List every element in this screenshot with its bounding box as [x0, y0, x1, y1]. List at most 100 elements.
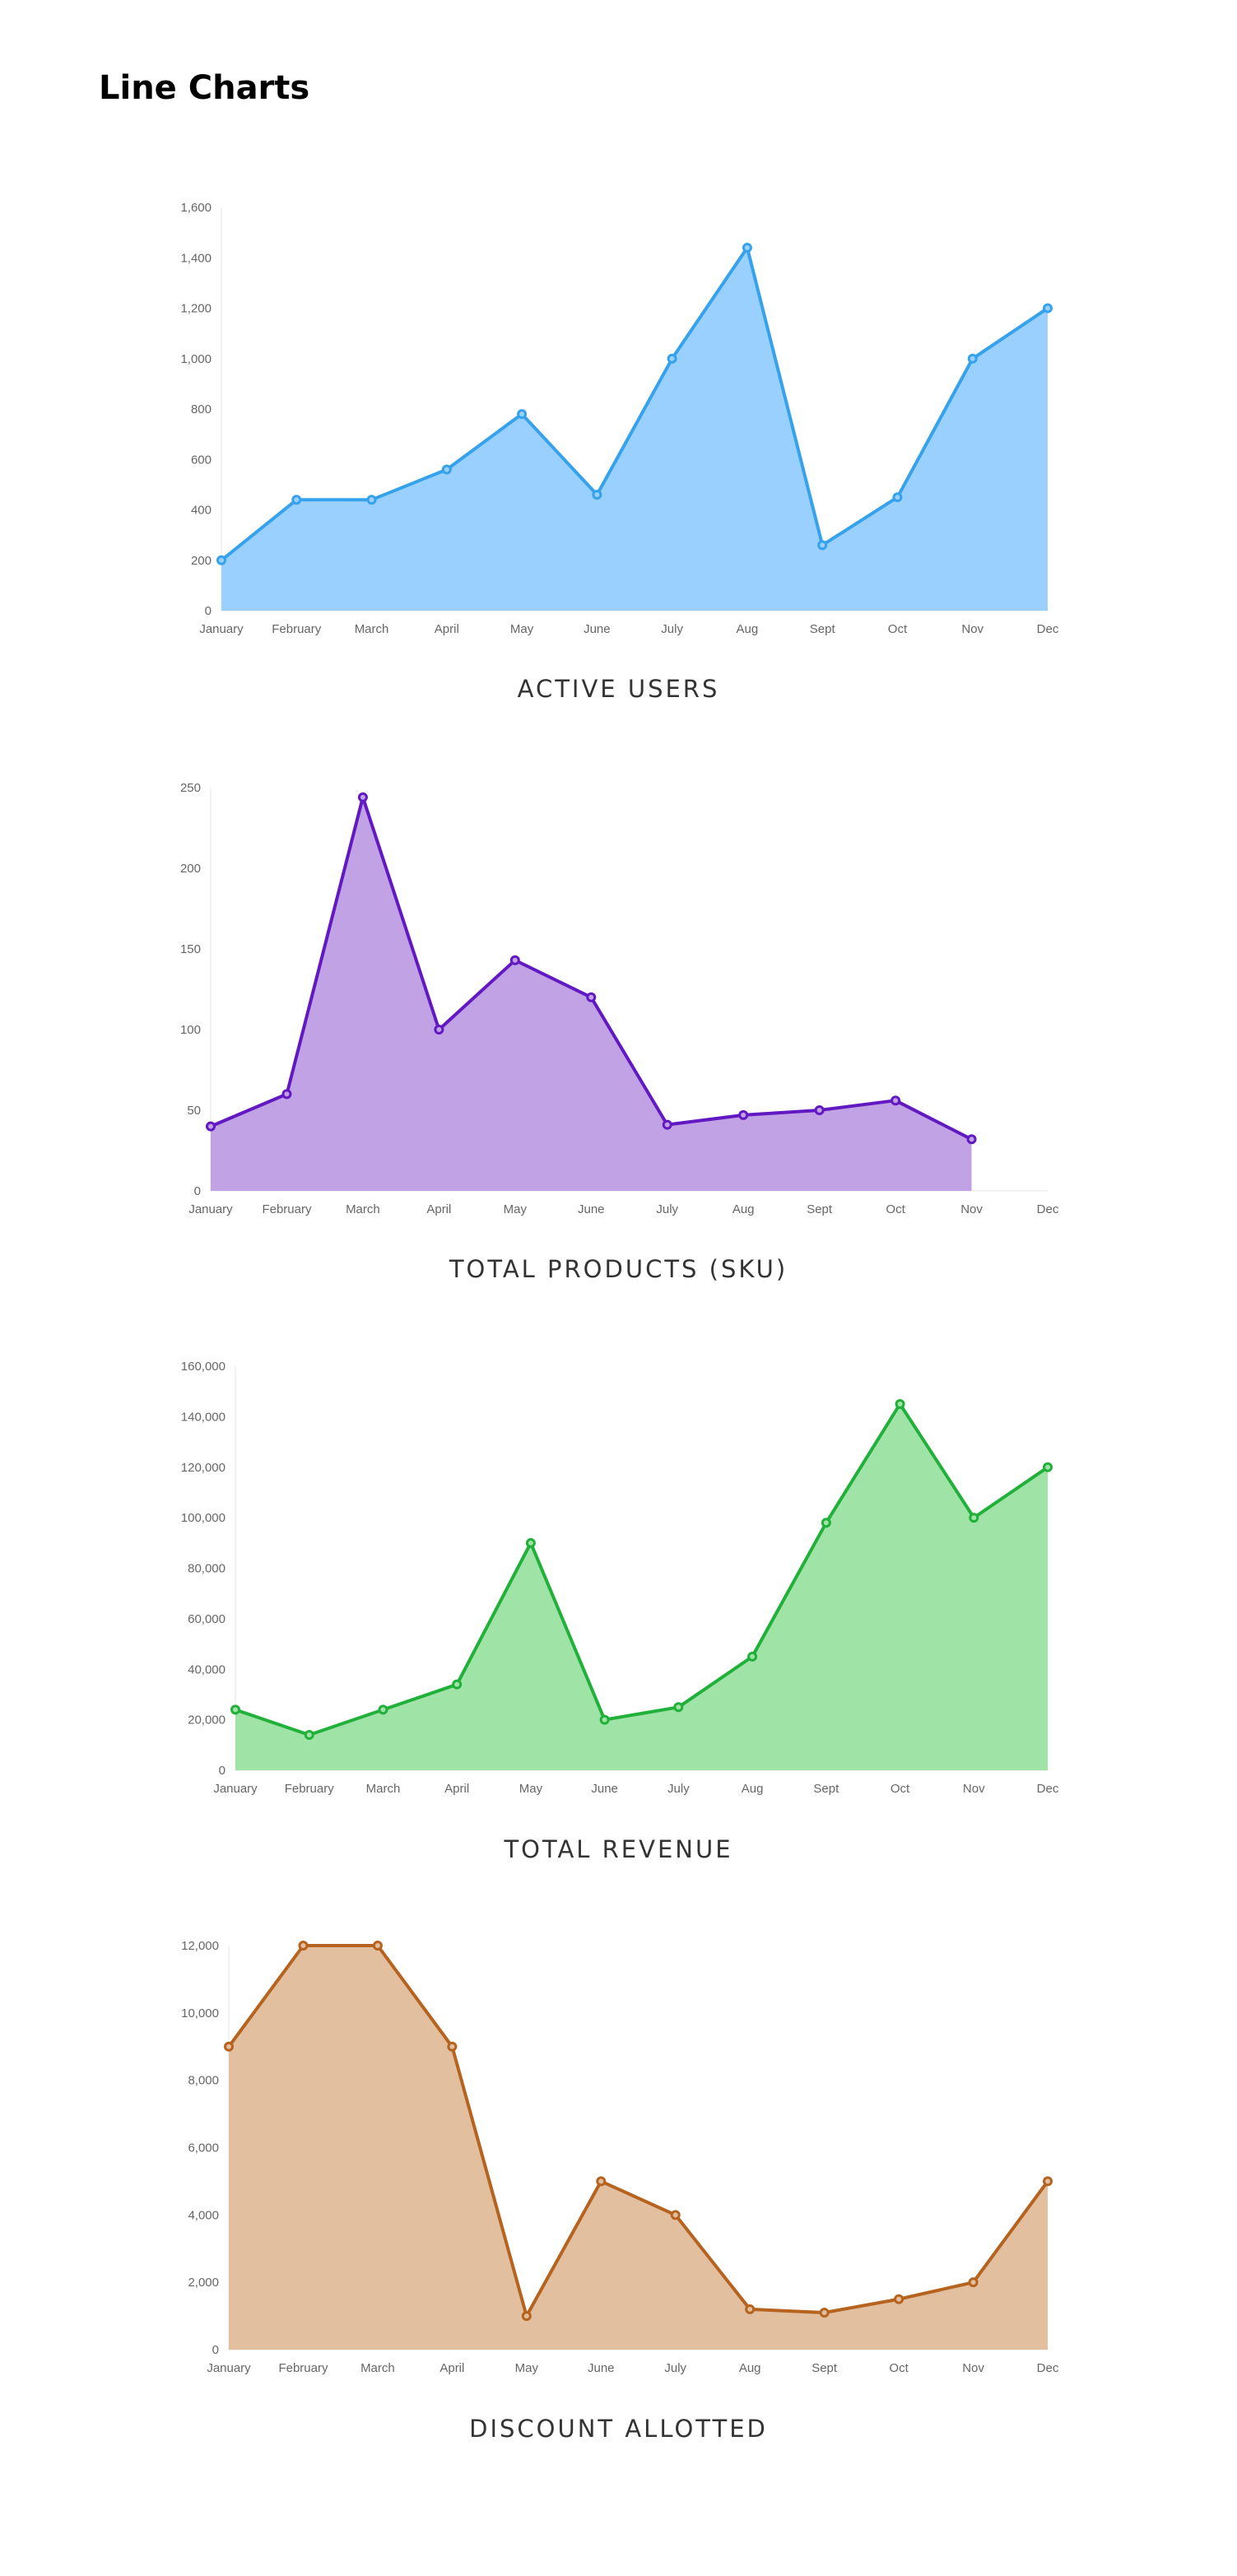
data-point: [298, 1941, 309, 1951]
data-point: [745, 2304, 756, 2314]
x-tick-label: Sept: [807, 1202, 833, 1216]
chart-title: ACTIVE USERS: [517, 675, 720, 703]
y-tick-label: 600: [191, 453, 212, 467]
x-tick-label: Aug: [742, 1782, 764, 1796]
data-point: [814, 1105, 825, 1115]
chart-discount-allotted: 0 2,000 4,000 6,000 8,000 10,000 12,000 January…: [0, 1927, 1237, 2454]
x-tick-label: Sept: [810, 622, 836, 636]
x-tick-label: Aug: [732, 1202, 755, 1216]
y-tick-label: 0: [212, 2343, 219, 2357]
x-tick-label: April: [444, 1782, 469, 1796]
data-point: [447, 2041, 458, 2052]
data-point: [224, 2041, 234, 2052]
x-tick-label: Dec: [1037, 622, 1059, 636]
chart-total-revenue-svg: 0 20,000 40,000 60,000 80,000 100,000 120,000 1…: [181, 1360, 1059, 1796]
x-tick-label: April: [435, 622, 459, 636]
data-point: [304, 1730, 314, 1741]
x-tick-label: April: [426, 1202, 451, 1216]
x-tick-label: January: [213, 1782, 258, 1796]
y-tick-label: 10,000: [181, 2006, 219, 2020]
x-tick-label: Nov: [962, 2361, 984, 2375]
page-title: Line Charts: [99, 69, 310, 107]
x-tick-label: Nov: [963, 1782, 985, 1796]
data-point: [281, 1089, 292, 1100]
x-tick-label: Oct: [888, 622, 908, 636]
chart-title: TOTAL REVENUE: [504, 1835, 733, 1863]
y-tick-label: 200: [191, 554, 212, 568]
y-tick-label: 80,000: [188, 1562, 226, 1576]
data-point: [521, 2311, 532, 2322]
data-point: [378, 1704, 388, 1715]
x-tick-label: Oct: [886, 1202, 905, 1216]
data-point: [357, 792, 368, 802]
chart-discount-allotted-svg: 0 2,000 4,000 6,000 8,000 10,000 12,000 January…: [181, 1939, 1059, 2375]
data-point: [895, 1399, 905, 1410]
data-point: [821, 1518, 831, 1528]
data-point: [891, 1095, 901, 1106]
y-tick-label: 200: [180, 862, 201, 876]
chart-title: TOTAL PRODUCTS (SKU): [449, 1255, 788, 1283]
x-tick-label: March: [360, 2361, 395, 2375]
data-point: [509, 955, 520, 965]
y-tick-label: 1,000: [180, 352, 212, 366]
chart-active-users-svg: 0 200 400 600 800 1,000 1,200 1,400 1,600 January…: [180, 201, 1059, 636]
data-point: [441, 464, 452, 475]
data-point: [966, 1134, 977, 1145]
y-tick-label: 60,000: [188, 1612, 226, 1626]
series-area: [235, 1404, 1048, 1770]
x-tick-label: January: [207, 2361, 251, 2375]
data-point: [216, 555, 226, 565]
y-tick-label: 2,000: [188, 2276, 219, 2290]
x-tick-label: June: [584, 622, 611, 636]
data-point: [747, 1651, 758, 1662]
chart-total-products-svg: 0 50 100 150 200 250 January February March April…: [180, 781, 1059, 1216]
y-tick-label: 140,000: [181, 1410, 226, 1424]
x-tick-label: Nov: [961, 622, 984, 636]
data-point: [434, 1025, 444, 1035]
y-tick-label: 1,600: [180, 201, 212, 215]
x-tick-label: July: [664, 2361, 686, 2375]
data-point: [452, 1679, 463, 1690]
data-point: [673, 1702, 684, 1713]
data-point: [894, 2294, 904, 2304]
data-point: [599, 1714, 610, 1725]
x-tick-label: May: [515, 2361, 539, 2375]
series-line: [235, 1402, 1049, 1737]
x-tick-label: March: [346, 1202, 380, 1216]
series-line: [227, 1944, 1049, 2318]
data-point: [517, 409, 528, 420]
x-tick-label: Aug: [739, 2361, 761, 2375]
data-point: [817, 540, 828, 551]
y-tick-label: 50: [187, 1104, 201, 1118]
x-tick-label: January: [199, 622, 244, 636]
x-tick-label: February: [262, 1202, 312, 1216]
data-point: [592, 490, 602, 500]
x-tick-label: July: [656, 1202, 678, 1216]
data-point: [667, 353, 677, 364]
data-point: [230, 1704, 240, 1715]
x-tick-label: June: [591, 1782, 618, 1796]
data-point: [586, 992, 597, 1002]
data-point: [206, 1121, 216, 1132]
data-point: [291, 495, 302, 505]
data-point: [742, 243, 752, 253]
chart-active-users: 0 200 400 600 800 1,000 1,200 1,400 1,600 January…: [0, 189, 1237, 716]
x-tick-label: February: [272, 622, 322, 636]
x-tick-label: July: [667, 1782, 690, 1796]
x-tick-label: May: [510, 622, 534, 636]
x-tick-label: Aug: [737, 622, 759, 636]
x-tick-label: Sept: [813, 1782, 839, 1796]
data-point: [969, 1513, 979, 1523]
y-tick-label: 400: [191, 504, 212, 518]
y-tick-label: 0: [194, 1184, 201, 1198]
data-point: [1043, 303, 1053, 314]
y-tick-label: 160,000: [181, 1360, 226, 1374]
data-point: [372, 1941, 383, 1951]
series-area: [229, 1946, 1048, 2350]
y-tick-label: 100: [180, 1023, 201, 1037]
x-tick-label: February: [278, 2361, 328, 2375]
x-tick-label: April: [439, 2361, 464, 2375]
chart-total-revenue: 0 20,000 40,000 60,000 80,000 100,000 120,000 1…: [0, 1348, 1237, 1875]
x-tick-label: January: [188, 1202, 233, 1216]
x-tick-label: Dec: [1037, 1782, 1059, 1796]
